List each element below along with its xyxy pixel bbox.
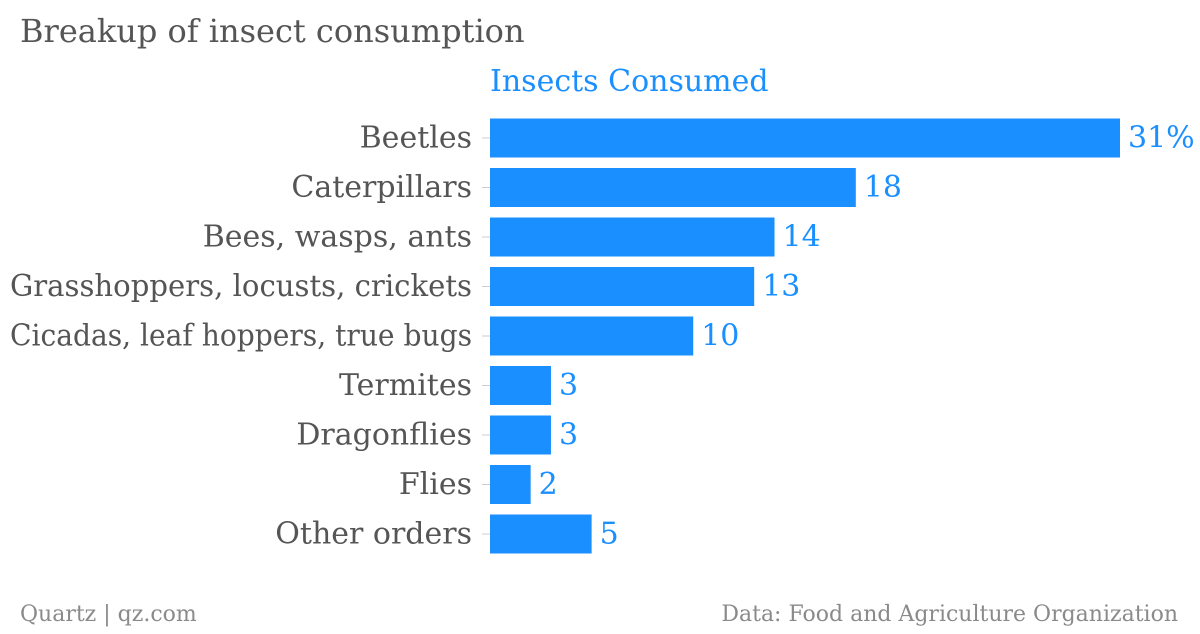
value-label: 31% [1128,121,1195,156]
category-label: Cicadas, leaf hoppers, true bugs [10,319,472,354]
series-title: Insects Consumed [490,64,769,99]
bar [490,168,856,207]
bar [490,366,551,405]
bar [490,316,694,356]
category-label: Grasshoppers, locusts, crickets [10,269,472,304]
bar [490,118,1120,158]
value-label: 18 [864,170,902,205]
bar [490,465,531,504]
value-label: 13 [762,269,800,304]
category-label: Dragonflies [296,418,472,453]
category-label: Bees, wasps, ants [203,220,472,255]
category-label: Beetles [360,121,472,156]
category-label: Flies [399,467,472,502]
category-label: Other orders [275,517,472,552]
category-label: Termites [339,368,472,403]
bar [490,415,551,455]
bar [490,514,592,554]
value-label: 2 [539,467,558,502]
value-label: 14 [783,220,821,255]
footer-source: Data: Food and Agriculture Organization [721,602,1178,627]
value-label: 5 [600,517,619,552]
bar [490,267,755,306]
chart-title: Breakup of insect consumption [20,12,525,50]
value-label: 3 [559,418,578,453]
value-label: 10 [701,319,739,354]
bar [490,217,775,257]
category-label: Caterpillars [291,170,472,205]
footer-credit: Quartz | qz.com [20,602,197,627]
value-label: 3 [559,368,578,403]
